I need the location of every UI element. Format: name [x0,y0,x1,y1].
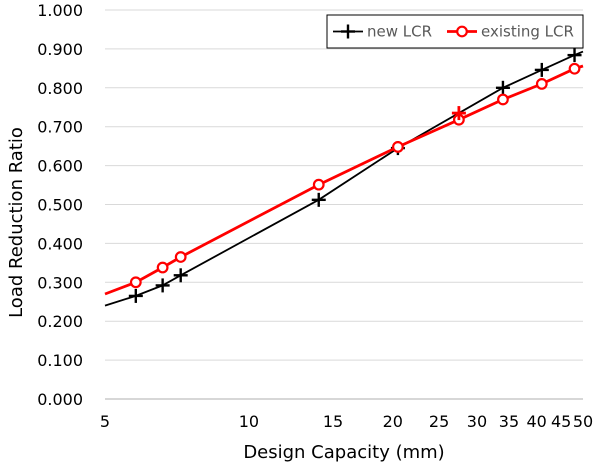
y-tick-label: 0.300 [37,273,83,292]
x-tick-label: 15 [323,412,343,431]
series-existing-lcr [104,62,584,296]
data-point [128,288,143,303]
x-tick-label: 30 [467,412,487,431]
series-new-lcr [104,48,584,307]
x-tick-label: 45 [551,412,571,431]
legend-label: existing LCR [481,23,574,41]
legend-swatch-marker [456,25,468,38]
y-tick-label: 0.500 [37,196,83,215]
data-point [535,78,548,90]
data-point [497,93,509,106]
x-tick-label: 10 [239,412,259,431]
x-tick-label: 50 [573,412,593,431]
data-point [155,278,170,293]
x-axis-title: Design Capacity (mm) [243,442,444,463]
data-point [392,141,404,153]
annotation-marker [451,106,466,121]
x-tick-label: 5 [100,412,110,431]
x-tick-labels: 5 10 15 20 25 30 35 40 45 50 [100,412,593,431]
data-point [568,62,581,75]
legend: new LCR existing LCR [326,14,584,49]
data-point [129,276,142,289]
y-tick-label: 0.100 [37,351,83,370]
x-tick-label: 25 [429,412,449,431]
x-tick-label: 20 [383,412,403,431]
legend-label: new LCR [367,23,432,41]
data-point [312,178,325,191]
y-axis-title: Load Reduction Ratio [6,127,27,318]
series-line [104,50,584,307]
y-tick-label: 0.600 [37,157,83,176]
data-point [311,192,326,207]
y-tick-label: 0.700 [37,118,83,137]
legend-swatch-marker [341,24,355,39]
data-point [174,251,187,263]
series-layer [104,48,584,307]
x-tick-label: 35 [499,412,519,431]
y-tick-label: 0.800 [37,79,83,98]
x-tick-label: 40 [526,412,546,431]
data-point [567,48,582,63]
gridlines [105,9,583,361]
data-point [156,261,169,274]
annotation-layer [451,106,466,121]
y-tick-label: 0.200 [37,312,83,331]
y-tick-labels: 0.000 0.100 0.200 0.300 0.400 0.500 0.600 0.700… [37,1,83,409]
y-tick-label: 1.000 [37,1,83,20]
data-point [495,80,510,95]
legend-item: existing LCR [447,23,574,41]
y-tick-label: 0.900 [37,40,83,59]
data-point [534,62,549,77]
legend-item: new LCR [333,23,432,41]
y-tick-label: 0.000 [37,390,83,409]
data-point [173,268,188,283]
y-tick-label: 0.400 [37,234,83,253]
